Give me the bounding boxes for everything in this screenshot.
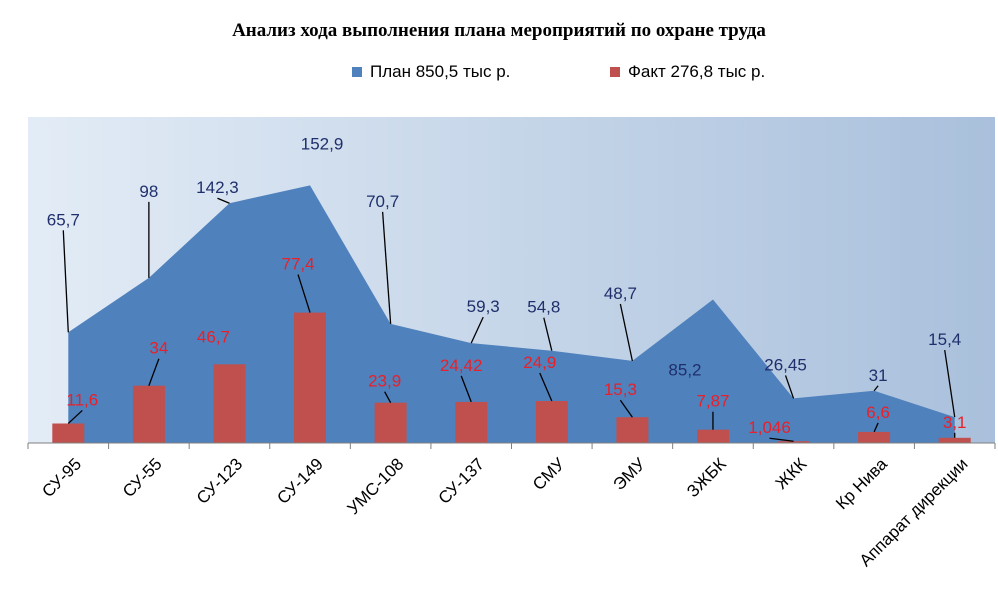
- chart-title: Анализ хода выполнения плана мероприятий…: [232, 20, 766, 41]
- fact-data-label: 46,7: [197, 327, 230, 346]
- legend-swatch-plan: [352, 67, 362, 77]
- fact-bar: [777, 441, 810, 443]
- fact-leader-line: [873, 422, 879, 433]
- fact-data-label: 34: [149, 339, 168, 358]
- x-tick-label: СУ-137: [435, 454, 488, 507]
- fact-leader-line: [769, 437, 794, 442]
- x-tick-label: СУ-123: [193, 454, 246, 507]
- fact-leader-line: [619, 399, 633, 418]
- fact-bar: [374, 402, 407, 443]
- fact-data-label: 7,87: [696, 392, 729, 411]
- x-tick-label: СУ-149: [273, 454, 326, 507]
- x-tick-label: ЖКК: [772, 454, 811, 493]
- plan-leader-line: [619, 303, 634, 362]
- fact-leader-line: [539, 372, 553, 402]
- fact-bar: [213, 364, 246, 443]
- legend: План 850,5 тыс р. Факт 276,8 тыс р.: [0, 62, 998, 86]
- fact-data-label: 24,42: [440, 356, 483, 375]
- plan-leader-line: [873, 385, 879, 392]
- fact-bar: [616, 417, 649, 443]
- fact-data-label: 23,9: [368, 372, 401, 391]
- plan-leader-line: [470, 316, 484, 344]
- fact-bar: [52, 423, 85, 443]
- plan-leader-line: [217, 197, 230, 204]
- fact-bar: [697, 429, 729, 443]
- fact-bar: [938, 437, 971, 443]
- fact-bar: [132, 385, 165, 443]
- fact-bar: [535, 401, 568, 443]
- plan-data-label: 26,45: [764, 355, 807, 374]
- fact-bar: [858, 431, 891, 443]
- legend-label-plan: План 850,5 тыс р.: [370, 62, 511, 81]
- fact-leader-line: [460, 375, 472, 403]
- fact-leader-line: [384, 391, 392, 404]
- plan-data-label: 70,7: [366, 192, 399, 211]
- plan-data-label: 59,3: [467, 297, 500, 316]
- x-tick-label: СУ-95: [38, 454, 85, 501]
- legend-item-fact: Факт 276,8 тыс р.: [610, 62, 765, 82]
- x-tick-label: СУ-55: [119, 454, 166, 501]
- plan-data-label: 65,7: [47, 210, 80, 229]
- plan-leader-line: [784, 375, 795, 399]
- fact-data-label: 11,6: [66, 390, 98, 409]
- x-tick-label: СМУ: [529, 454, 569, 494]
- x-tick-label: УМС-108: [344, 454, 408, 518]
- plan-leader-line: [62, 230, 69, 333]
- plan-data-label: 98: [139, 182, 158, 201]
- plan-data-label: 152,9: [301, 134, 344, 153]
- fact-data-label: 15,3: [604, 380, 637, 399]
- plan-data-label: 31: [869, 366, 888, 385]
- fact-data-label: 3,1: [943, 413, 967, 432]
- plan-leader-line: [543, 317, 553, 351]
- plan-data-label: 54,8: [527, 298, 560, 317]
- fact-data-label: 24,9: [523, 353, 556, 372]
- fact-data-label: 6,6: [866, 403, 890, 422]
- fact-bar: [294, 312, 326, 443]
- x-tick-label: ЗЖБК: [683, 454, 730, 501]
- plan-leader-line: [944, 349, 956, 418]
- legend-item-plan: План 850,5 тыс р.: [352, 62, 510, 82]
- plan-data-label: 48,7: [604, 284, 637, 303]
- legend-label-fact: Факт 276,8 тыс р.: [628, 62, 766, 81]
- plan-data-label: 15,4: [928, 330, 961, 349]
- legend-swatch-fact: [610, 67, 620, 77]
- fact-leader-line: [148, 358, 160, 386]
- plan-data-label: 85,2: [668, 360, 701, 379]
- fact-bar: [455, 401, 488, 443]
- plan-leader-line: [381, 211, 392, 324]
- fact-leader-line: [67, 409, 83, 424]
- plan-data-label: 142,3: [196, 178, 239, 197]
- fact-leader-line: [297, 274, 311, 313]
- fact-data-label: 1,046: [748, 418, 791, 437]
- plan-area-series: [68, 185, 955, 443]
- x-tick-label: Кр Нива: [832, 454, 891, 513]
- fact-data-label: 77,4: [281, 255, 314, 274]
- x-tick-label: ЭМУ: [609, 454, 649, 494]
